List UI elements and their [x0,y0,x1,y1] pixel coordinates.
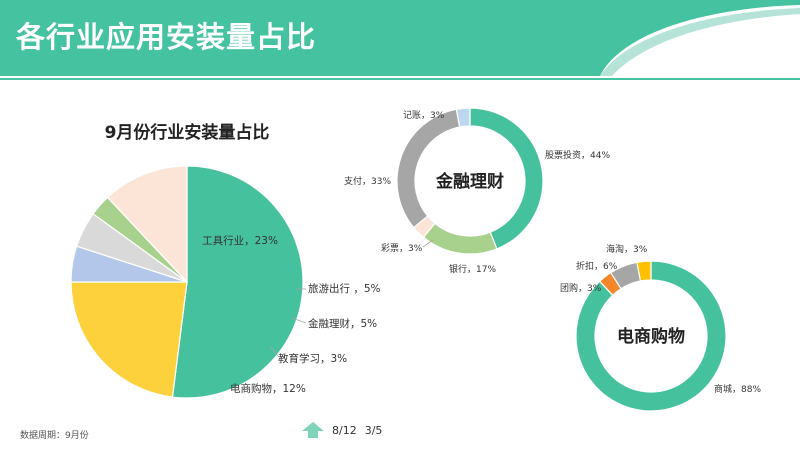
pager-current: 8/12 [332,423,357,437]
slice-2-0 [575,260,727,412]
donut-center-label-1: 金融理财 [435,171,504,192]
slice-label-0-5: 电商购物，12% [230,382,306,395]
slice-label-0-3: 金融理财，5% [308,317,377,330]
ecommerce-donut-chart: 商城，88% 团购，3% 折扣，6% 海淘，3% 电商购物 [560,243,761,412]
pager: 8/12 3/5 [302,422,382,438]
slice-2-3 [636,260,652,282]
slice-label-0-4: 教育学习，3% [278,352,347,365]
finance-donut-chart: 股票投资，44% 银行，17% 彩票，3% 支付，33% 记账，3% 金融理财 [344,107,610,275]
slice-label-1-2: 彩票，3% [381,243,423,254]
title-banner [0,0,800,80]
slice-0-5 [106,165,188,284]
slice-label-1-4: 记账，3% [403,110,445,121]
slice-label-0-1: 工具行业，23% [202,234,278,247]
slice-label-2-3: 海淘，3% [606,243,648,255]
slice-1-4 [455,107,471,128]
pie-chart-title: 9月份行业安装量占比 [105,122,270,143]
data-period-note: 数据周期：9月份 [20,431,89,441]
slice-label-1-1: 银行，17% [449,263,496,275]
leader-line-0-4 [269,345,279,357]
main-pie-chart: 网服行业，52%工具行业，23%旅游出行 ，5%金融理财，5%教育学习，3%电商… [70,165,381,399]
slice-label-2-1: 团购，3% [560,282,602,294]
slice-label-2-2: 折扣，6% [576,260,618,272]
page-title: 各行业应用安装量占比 [16,20,317,54]
banner-band [0,0,800,76]
leader-line-1-2 [422,239,434,248]
up-arrow-icon[interactable] [302,422,324,438]
donut-center-label-2: 电商购物 [617,326,685,347]
slice-1-3 [396,108,461,229]
slice-label-2-0: 商城，88% [714,383,761,395]
slice-0-1 [70,281,188,398]
leader-line-1-4 [445,115,452,125]
slice-label-0-2: 旅游出行 ，5% [308,282,381,295]
slice-label-1-3: 支付，33% [344,175,391,187]
leader-line-0-3 [291,317,307,324]
slice-1-1 [422,222,498,255]
banner-swoosh [600,8,800,76]
slice-label-1-0: 股票投资，44% [545,149,610,161]
pager-section: 3/5 [364,423,383,437]
banner-accent-line [0,78,800,80]
